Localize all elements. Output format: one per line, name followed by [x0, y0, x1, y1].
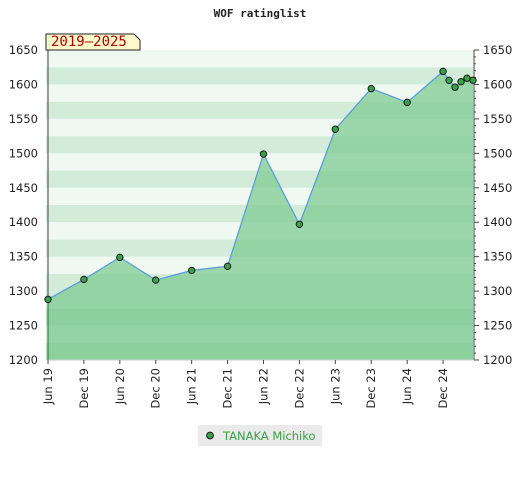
x-tick-label: Dec 22	[292, 368, 306, 409]
y-axis-left-ticks: 1200 1250 1300 1350 1400 1450 1500 1550 1600 1650	[9, 43, 38, 367]
data-point	[331, 125, 340, 133]
period-badge: 2019–2025	[45, 33, 141, 51]
x-tick-label: Jun 21	[185, 368, 199, 405]
data-point	[80, 275, 88, 284]
y-tick-label-left: 1650	[9, 43, 38, 57]
x-tick-label: Dec 20	[149, 368, 163, 409]
data-point	[403, 98, 411, 107]
legend-box	[198, 425, 322, 446]
data-point	[445, 76, 453, 85]
y-tick-label-right: 1250	[483, 319, 512, 333]
y-tick-label-right: 1300	[483, 284, 512, 298]
rating-area-fill	[48, 71, 473, 360]
data-point	[259, 150, 268, 158]
data-point	[457, 77, 465, 86]
data-point	[439, 67, 447, 76]
y-tick-label-left: 1600	[9, 77, 38, 91]
data-point	[187, 266, 196, 275]
data-point	[44, 295, 52, 304]
x-tick-label: Jun 20	[113, 368, 127, 405]
y-tick-label-right: 1600	[483, 77, 512, 91]
legend[interactable]: TANAKA Michiko	[198, 425, 322, 446]
x-tick-label: Jun 19	[41, 368, 55, 405]
background-band	[46, 84, 473, 102]
x-tick-label: Dec 24	[436, 368, 450, 409]
x-tick-label: Jun 24	[400, 368, 414, 405]
data-point	[463, 74, 471, 82]
x-tick-label: Dec 21	[221, 368, 235, 409]
y-tick-label-left: 1350	[9, 250, 38, 264]
x-tick-label: Dec 23	[364, 368, 378, 409]
data-point	[469, 76, 477, 85]
y-tick-label-left: 1250	[9, 319, 38, 333]
y-tick-label-right: 1400	[483, 215, 512, 229]
data-point	[223, 262, 232, 271]
y-tick-label-right: 1500	[483, 146, 512, 160]
y-tick-label-left: 1200	[9, 353, 38, 367]
x-tick-label: Jun 23	[328, 368, 342, 405]
y-tick-label-left: 1550	[9, 112, 38, 126]
y-tick-label-right: 1200	[483, 353, 512, 367]
data-point	[367, 84, 375, 93]
y-tick-label-left: 1500	[9, 146, 38, 160]
chart-title: WOF ratinglist	[214, 7, 307, 20]
x-tick-label: Dec 19	[77, 368, 91, 409]
data-point	[116, 253, 124, 262]
y-tick-label-left: 1300	[9, 284, 38, 298]
y-tick-label-left: 1400	[9, 215, 38, 229]
x-axis-ticks: Jun 19 Dec 19 Jun 20 Dec 20 Jun 21 Dec 21 Jun …	[41, 360, 450, 409]
data-point	[152, 276, 160, 284]
y-tick-label-right: 1350	[483, 250, 512, 264]
period-badge-shape	[45, 33, 141, 51]
y-axis-right-ticks: 1200 1250 1300 1350 1400 1450 1500 1550 1600 1650	[474, 43, 512, 367]
x-tick-label: Jun 22	[256, 368, 270, 405]
rating-area	[48, 71, 473, 360]
period-badge-text: 2019–2025	[51, 34, 127, 50]
y-tick-label-right: 1650	[483, 43, 512, 57]
legend-label: TANAKA Michiko	[222, 429, 316, 443]
data-point	[295, 220, 304, 228]
background-band	[46, 50, 473, 68]
legend-marker	[206, 431, 214, 440]
data-points	[44, 67, 477, 304]
data-point	[451, 83, 459, 91]
background-band	[46, 67, 473, 85]
y-tick-label-left: 1450	[9, 181, 38, 195]
y-tick-label-right: 1450	[483, 181, 512, 195]
y-tick-label-right: 1550	[483, 112, 512, 126]
